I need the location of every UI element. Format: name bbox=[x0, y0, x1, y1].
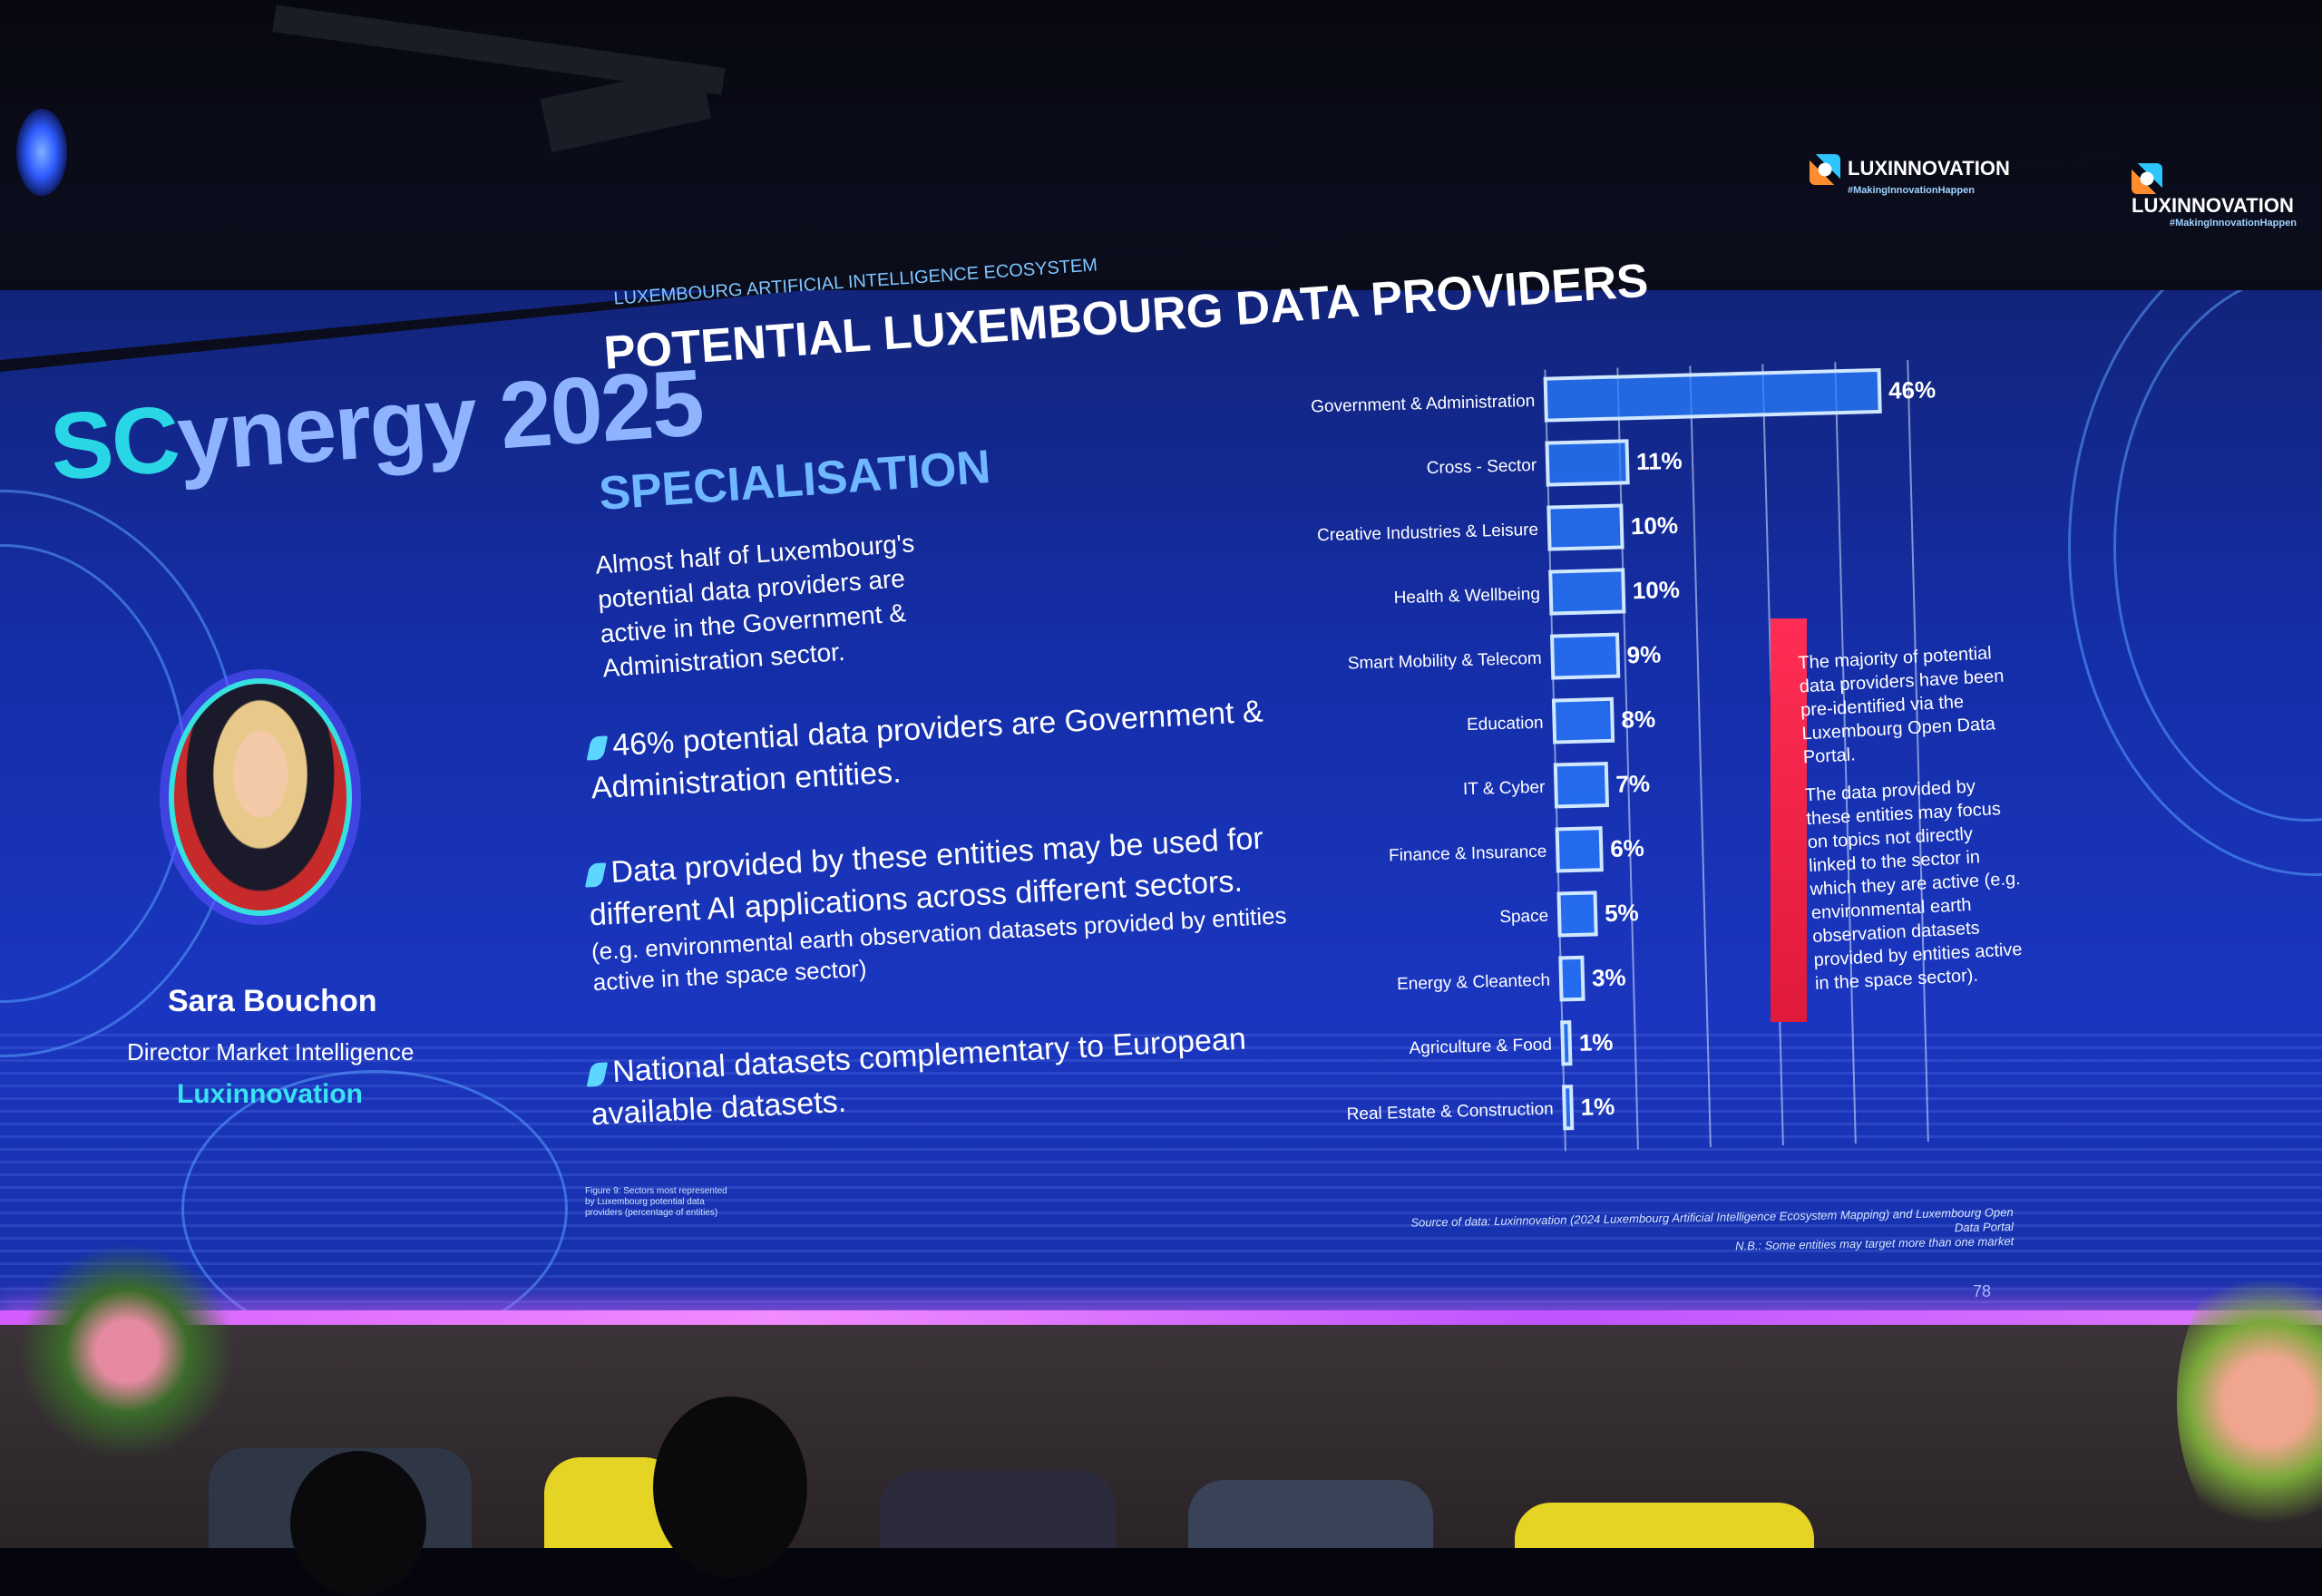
bullet-icon bbox=[584, 862, 607, 888]
callout-paragraph: The data provided by these entities may … bbox=[1804, 776, 2024, 995]
callout-box: The majority of potential data providers… bbox=[1798, 640, 2034, 1010]
category-label: Agriculture & Food bbox=[1409, 1036, 1552, 1058]
figure-caption: Figure 9: Sectors most represented by Lu… bbox=[585, 1186, 727, 1218]
stage-neon-strip bbox=[0, 1310, 2322, 1325]
callout-accent bbox=[1771, 618, 1807, 1022]
value-label: 6% bbox=[1610, 834, 1644, 862]
bullet-icon bbox=[586, 735, 609, 761]
flower-arrangement bbox=[2177, 1251, 2322, 1551]
logo-name: LUXINNOVATION bbox=[1848, 156, 2010, 180]
audience-chair bbox=[880, 1471, 1116, 1548]
bar bbox=[1558, 955, 1585, 1002]
category-label: Cross - Sector bbox=[1426, 456, 1537, 478]
bullet-icon bbox=[586, 1062, 609, 1087]
bar bbox=[1548, 568, 1626, 616]
value-label: 10% bbox=[1632, 576, 1680, 604]
category-label: Finance & Insurance bbox=[1389, 842, 1547, 866]
luxinnovation-logo: LUXINNOVATION #MakingInnovationHappen bbox=[2132, 163, 2322, 229]
value-label: 9% bbox=[1626, 640, 1661, 668]
slide-intro: Almost half of Luxembourg's potential da… bbox=[594, 529, 916, 683]
bar bbox=[1560, 1020, 1573, 1066]
logo-name: LUXINNOVATION bbox=[2132, 194, 2294, 217]
luxinnovation-logo: LUXINNOVATION #MakingInnovationHappen bbox=[1810, 154, 2010, 196]
audience-head bbox=[290, 1451, 426, 1596]
bar bbox=[1562, 1085, 1575, 1131]
category-label: Space bbox=[1499, 907, 1548, 927]
speaker-avatar bbox=[169, 678, 352, 916]
bar bbox=[1555, 826, 1604, 873]
category-label: Real Estate & Construction bbox=[1346, 1100, 1554, 1124]
audience-head bbox=[653, 1396, 807, 1578]
page-number: 78 bbox=[1973, 1282, 1992, 1300]
gridline bbox=[1689, 365, 1712, 1148]
bar bbox=[1546, 503, 1624, 551]
speaker-organization: Luxinnovation bbox=[177, 1079, 363, 1109]
spotlight-icon bbox=[16, 109, 67, 196]
logo-tagline: #MakingInnovationHappen bbox=[2170, 218, 2297, 229]
value-label: 10% bbox=[1631, 511, 1679, 540]
category-label: Smart Mobility & Telecom bbox=[1348, 649, 1542, 674]
value-label: 1% bbox=[1578, 1028, 1613, 1056]
bar bbox=[1545, 439, 1630, 487]
bar bbox=[1551, 696, 1615, 744]
decorative-arc bbox=[181, 1070, 568, 1324]
category-label: Education bbox=[1467, 714, 1544, 735]
value-label: 8% bbox=[1621, 706, 1655, 734]
category-label: Energy & Cleantech bbox=[1397, 971, 1550, 994]
category-label: Health & Wellbeing bbox=[1393, 585, 1540, 608]
value-label: 11% bbox=[1636, 447, 1683, 475]
callout-paragraph: The majority of potential data providers… bbox=[1797, 643, 2005, 768]
gridline bbox=[1907, 360, 1929, 1142]
brand-prefix: SC bbox=[46, 386, 182, 501]
bar bbox=[1556, 890, 1598, 938]
value-label: 7% bbox=[1615, 770, 1650, 798]
bar bbox=[1550, 632, 1621, 680]
value-label: 5% bbox=[1605, 899, 1639, 927]
luxinnovation-mark-icon bbox=[2132, 163, 2162, 194]
speaker-role: Director Market Intelligence bbox=[127, 1038, 415, 1066]
audience-chair bbox=[1188, 1480, 1433, 1548]
value-label: 3% bbox=[1592, 964, 1626, 992]
value-label: 46% bbox=[1888, 375, 1937, 404]
category-label: Government & Administration bbox=[1311, 392, 1536, 416]
gridline bbox=[1834, 362, 1857, 1143]
speaker-name: Sara Bouchon bbox=[168, 984, 377, 1018]
flower-arrangement bbox=[18, 1242, 236, 1460]
category-label: Creative Industries & Leisure bbox=[1317, 521, 1538, 545]
logo-tagline: #MakingInnovationHappen bbox=[1848, 185, 1975, 196]
gridline bbox=[1616, 367, 1639, 1150]
category-label: IT & Cyber bbox=[1463, 778, 1546, 799]
bar bbox=[1543, 367, 1882, 423]
bar bbox=[1553, 761, 1610, 809]
audience-chair bbox=[1515, 1503, 1814, 1548]
value-label: 1% bbox=[1580, 1093, 1615, 1121]
ceiling bbox=[0, 0, 2322, 345]
luxinnovation-mark-icon bbox=[1810, 154, 1840, 185]
